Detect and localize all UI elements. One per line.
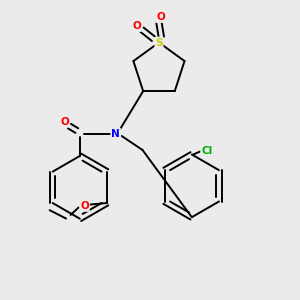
Text: O: O <box>80 201 89 211</box>
Text: O: O <box>156 12 165 22</box>
Text: Cl: Cl <box>201 146 212 157</box>
Text: S: S <box>155 38 163 47</box>
Text: O: O <box>61 117 69 127</box>
Text: O: O <box>132 21 141 31</box>
Text: N: N <box>111 129 120 139</box>
